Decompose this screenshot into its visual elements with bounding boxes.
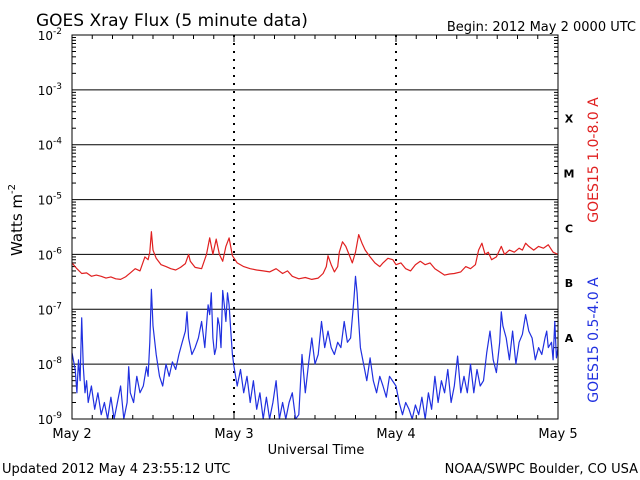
- y-tick-mantissa: 10: [38, 358, 53, 372]
- begin-label: Begin: 2012 May 2 0000 UTC: [447, 20, 636, 35]
- y-axis-label-text: Watts m: [8, 194, 26, 256]
- y-tick-exponent: -5: [53, 192, 62, 202]
- y-tick-label: 10-7: [38, 301, 62, 317]
- series-lines: [71, 231, 559, 420]
- updated-label: Updated 2012 May 4 23:55:12 UTC: [2, 462, 230, 477]
- y-tick-exponent: -9: [53, 411, 62, 421]
- series-label-long: GOES15 1.0-8.0 A: [586, 97, 602, 223]
- flare-class-label: M: [564, 167, 575, 180]
- y-tick-labels: 10-210-310-410-510-610-710-810-9: [38, 27, 63, 427]
- flare-class-labels: X M C B A: [564, 113, 575, 345]
- series-line-long: [71, 231, 559, 280]
- y-tick-exponent: -6: [53, 246, 62, 256]
- chart-title: GOES Xray Flux (5 minute data): [36, 11, 308, 31]
- y-tick-mantissa: 10: [38, 303, 53, 317]
- flare-class-label: C: [565, 222, 573, 235]
- credit-label: NOAA/SWPC Boulder, CO USA: [445, 462, 638, 477]
- y-axis-label-sup: -2: [7, 184, 18, 194]
- y-tick-label: 10-5: [38, 192, 62, 208]
- series-line-short: [71, 275, 559, 420]
- y-axis-label: Watts m-2: [7, 184, 26, 256]
- flare-class-label: X: [565, 113, 574, 126]
- x-tick-label: May 4: [376, 427, 415, 442]
- plot-frame: [71, 34, 559, 420]
- y-tick-mantissa: 10: [38, 84, 53, 98]
- y-tick-mantissa: 10: [38, 413, 53, 427]
- y-tick-label: 10-9: [38, 411, 63, 427]
- y-tick-mantissa: 10: [38, 139, 53, 153]
- y-tick-label: 10-6: [38, 246, 63, 262]
- y-tick-exponent: -2: [53, 27, 62, 37]
- y-tick-label: 10-4: [38, 137, 63, 153]
- y-tick-label: 10-2: [38, 27, 62, 43]
- x-tick-label: May 5: [538, 427, 577, 442]
- y-tick-label: 10-3: [38, 82, 62, 98]
- y-tick-exponent: -7: [53, 301, 62, 311]
- y-tick-exponent: -3: [53, 82, 62, 92]
- y-tick-mantissa: 10: [38, 248, 53, 262]
- y-tick-label: 10-8: [38, 356, 63, 372]
- y-tick-exponent: -8: [53, 356, 62, 366]
- x-tick-label: May 2: [52, 427, 91, 442]
- y-tick-exponent: -4: [53, 137, 62, 147]
- x-axis-label: Universal Time: [268, 443, 365, 458]
- y-tick-mantissa: 10: [38, 29, 53, 43]
- x-tick-label: May 3: [214, 427, 253, 442]
- series-label-short: GOES15 0.5-4.0 A: [586, 277, 602, 403]
- y-tick-mantissa: 10: [38, 194, 53, 208]
- flare-class-label: A: [565, 332, 574, 345]
- x-tick-labels: May 2 May 3 May 4 May 5: [52, 427, 577, 442]
- flare-class-label: B: [565, 277, 573, 290]
